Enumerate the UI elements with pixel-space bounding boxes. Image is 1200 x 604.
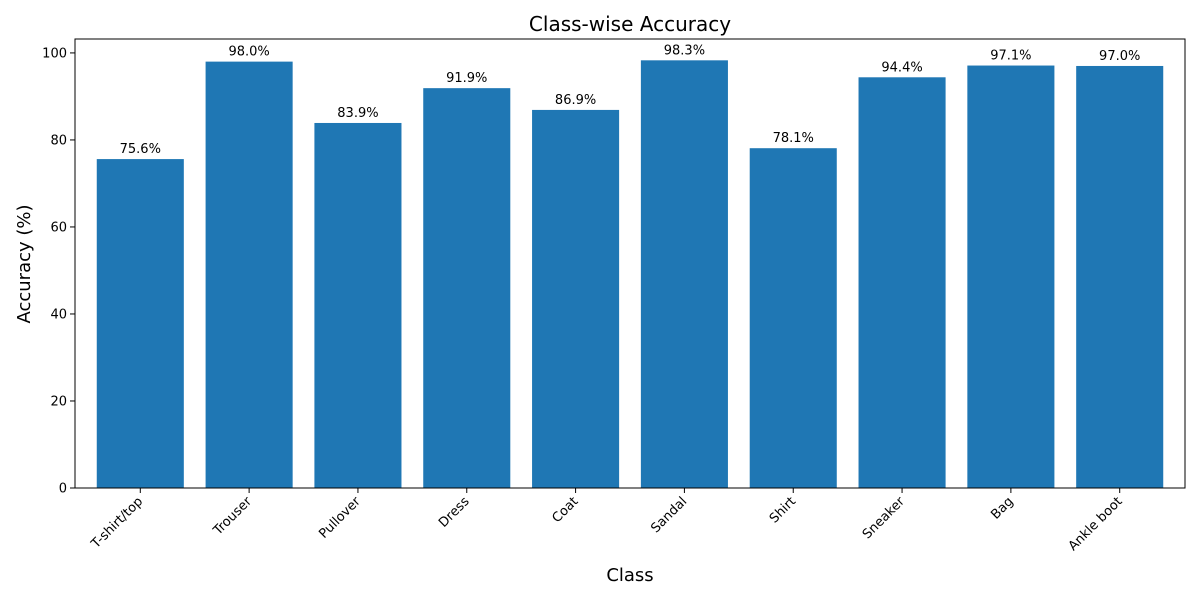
x-axis-label: Class: [606, 565, 653, 586]
bar: [1076, 65, 1164, 488]
data-label: 98.0%: [228, 45, 269, 60]
bar: [423, 88, 511, 488]
bar: [858, 77, 946, 488]
bar: [96, 159, 184, 488]
bar: [749, 148, 837, 488]
data-label: 94.4%: [881, 60, 922, 75]
data-label: 91.9%: [446, 71, 487, 86]
bar: [314, 122, 402, 488]
y-tick-label: 20: [50, 394, 67, 409]
data-label: 97.1%: [990, 49, 1031, 64]
data-label: 86.9%: [555, 93, 596, 108]
y-tick-label: 0: [59, 482, 67, 497]
y-axis-label: Accuracy (%): [14, 204, 35, 323]
axes-frame: [74, 38, 1186, 489]
y-tick-label: 100: [42, 46, 67, 61]
y-tick-label: 60: [50, 220, 67, 235]
data-label: 75.6%: [120, 142, 161, 157]
data-label: 98.3%: [664, 43, 705, 58]
plot-area: 75.6% 98.0% 83.9% 91.9% 86.9% 98.3% 78.1% 94.4%…: [42, 38, 1186, 554]
bar: [532, 109, 620, 489]
chart-title: Class-wise Accuracy: [529, 12, 731, 36]
data-label: 78.1%: [773, 131, 814, 146]
bar: [205, 61, 293, 489]
y-tick-label: 40: [50, 307, 67, 322]
y-tick-label: 80: [50, 133, 67, 148]
data-label: 83.9%: [337, 106, 378, 121]
bar: [640, 60, 728, 488]
data-label: 97.0%: [1099, 49, 1140, 64]
bar: [967, 65, 1055, 488]
